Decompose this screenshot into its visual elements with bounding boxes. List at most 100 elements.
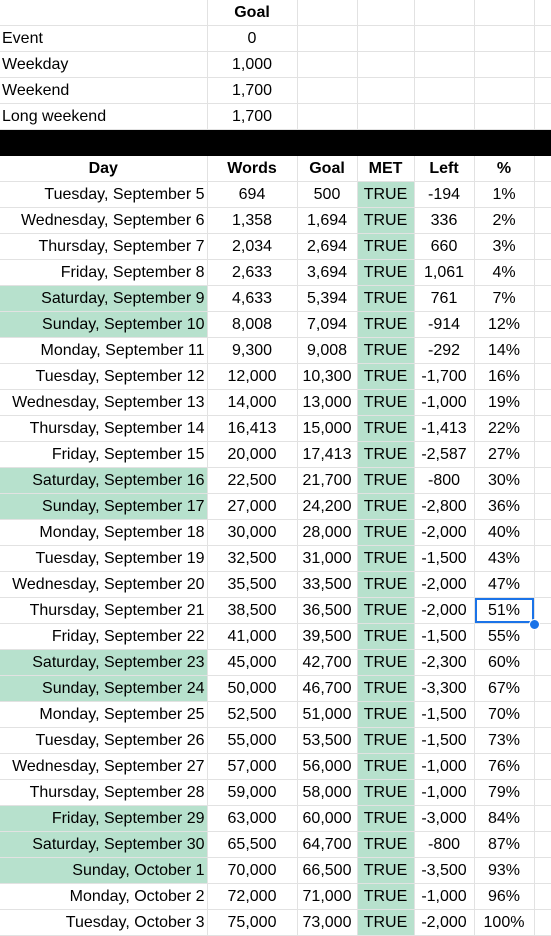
day-cell[interactable]: Thursday, September 21 xyxy=(0,597,208,624)
goal-value-cell[interactable]: 1,700 xyxy=(207,77,298,104)
met-cell[interactable]: TRUE xyxy=(357,779,415,806)
separator-cell[interactable] xyxy=(0,129,208,156)
words-cell[interactable]: 63,000 xyxy=(207,805,298,832)
day-cell[interactable]: Tuesday, September 26 xyxy=(0,727,208,754)
words-cell[interactable]: 1,358 xyxy=(207,207,298,234)
goal-value-cell[interactable]: 1,700 xyxy=(207,103,298,130)
left-cell[interactable]: -3,000 xyxy=(414,805,475,832)
goals-header-cell[interactable]: Goal xyxy=(207,0,298,26)
met-cell[interactable]: TRUE xyxy=(357,857,415,884)
goal-label-cell[interactable]: Weekend xyxy=(0,77,208,104)
header-met[interactable]: MET xyxy=(357,155,415,182)
goal-label-cell[interactable]: Event xyxy=(0,25,208,52)
goal-cell[interactable]: 15,000 xyxy=(297,415,358,442)
percent-cell[interactable]: 30% xyxy=(474,467,535,494)
words-cell[interactable]: 57,000 xyxy=(207,753,298,780)
met-cell[interactable]: TRUE xyxy=(357,207,415,234)
met-cell[interactable]: TRUE xyxy=(357,493,415,520)
percent-cell[interactable]: 70% xyxy=(474,701,535,728)
cell[interactable] xyxy=(534,155,551,182)
day-cell[interactable]: Wednesday, September 13 xyxy=(0,389,208,416)
met-cell[interactable]: TRUE xyxy=(357,337,415,364)
left-cell[interactable]: -3,300 xyxy=(414,675,475,702)
met-cell[interactable]: TRUE xyxy=(357,415,415,442)
percent-cell[interactable]: 87% xyxy=(474,831,535,858)
left-cell[interactable]: 660 xyxy=(414,233,475,260)
left-cell[interactable]: -1,500 xyxy=(414,623,475,650)
words-cell[interactable]: 65,500 xyxy=(207,831,298,858)
cell[interactable] xyxy=(297,0,358,26)
cell[interactable] xyxy=(534,467,551,494)
cell[interactable] xyxy=(534,883,551,910)
words-cell[interactable]: 72,000 xyxy=(207,883,298,910)
goal-cell[interactable]: 56,000 xyxy=(297,753,358,780)
header-percent[interactable]: % xyxy=(474,155,535,182)
words-cell[interactable]: 38,500 xyxy=(207,597,298,624)
goal-value-cell[interactable]: 1,000 xyxy=(207,51,298,78)
cell[interactable] xyxy=(534,649,551,676)
cell[interactable] xyxy=(534,181,551,208)
cell[interactable] xyxy=(534,701,551,728)
header-left[interactable]: Left xyxy=(414,155,475,182)
met-cell[interactable]: TRUE xyxy=(357,831,415,858)
goal-cell[interactable]: 71,000 xyxy=(297,883,358,910)
goal-cell[interactable]: 9,008 xyxy=(297,337,358,364)
cell[interactable] xyxy=(534,519,551,546)
goal-cell[interactable]: 33,500 xyxy=(297,571,358,598)
goal-cell[interactable]: 51,000 xyxy=(297,701,358,728)
cell[interactable] xyxy=(414,25,475,52)
cell[interactable] xyxy=(534,25,551,52)
cell[interactable] xyxy=(534,493,551,520)
header-words[interactable]: Words xyxy=(207,155,298,182)
words-cell[interactable]: 16,413 xyxy=(207,415,298,442)
day-cell[interactable]: Thursday, September 7 xyxy=(0,233,208,260)
cell[interactable] xyxy=(474,103,535,130)
cell[interactable] xyxy=(534,103,551,130)
cell[interactable] xyxy=(297,77,358,104)
words-cell[interactable]: 8,008 xyxy=(207,311,298,338)
left-cell[interactable]: -1,700 xyxy=(414,363,475,390)
cell[interactable] xyxy=(534,805,551,832)
percent-cell[interactable]: 3% xyxy=(474,233,535,260)
percent-cell[interactable]: 43% xyxy=(474,545,535,572)
percent-cell[interactable]: 51% xyxy=(474,597,535,624)
percent-cell[interactable]: 76% xyxy=(474,753,535,780)
goal-cell[interactable]: 5,394 xyxy=(297,285,358,312)
cell[interactable] xyxy=(534,441,551,468)
day-cell[interactable]: Friday, September 29 xyxy=(0,805,208,832)
goal-label-cell[interactable]: Long weekend xyxy=(0,103,208,130)
day-cell[interactable]: Tuesday, September 5 xyxy=(0,181,208,208)
percent-cell[interactable]: 4% xyxy=(474,259,535,286)
cell[interactable] xyxy=(534,415,551,442)
cell[interactable] xyxy=(534,779,551,806)
met-cell[interactable]: TRUE xyxy=(357,649,415,676)
met-cell[interactable]: TRUE xyxy=(357,441,415,468)
words-cell[interactable]: 59,000 xyxy=(207,779,298,806)
words-cell[interactable]: 2,034 xyxy=(207,233,298,260)
cell[interactable] xyxy=(474,25,535,52)
met-cell[interactable]: TRUE xyxy=(357,883,415,910)
day-cell[interactable]: Tuesday, September 12 xyxy=(0,363,208,390)
left-cell[interactable]: -2,587 xyxy=(414,441,475,468)
goal-cell[interactable]: 42,700 xyxy=(297,649,358,676)
goal-cell[interactable]: 39,500 xyxy=(297,623,358,650)
percent-cell[interactable]: 2% xyxy=(474,207,535,234)
goal-cell[interactable]: 66,500 xyxy=(297,857,358,884)
met-cell[interactable]: TRUE xyxy=(357,675,415,702)
day-cell[interactable]: Sunday, September 24 xyxy=(0,675,208,702)
day-cell[interactable]: Monday, October 2 xyxy=(0,883,208,910)
day-cell[interactable]: Wednesday, September 20 xyxy=(0,571,208,598)
day-cell[interactable]: Friday, September 22 xyxy=(0,623,208,650)
percent-cell[interactable]: 67% xyxy=(474,675,535,702)
cell[interactable] xyxy=(534,571,551,598)
percent-cell[interactable]: 36% xyxy=(474,493,535,520)
day-cell[interactable]: Friday, September 8 xyxy=(0,259,208,286)
cell[interactable] xyxy=(357,25,415,52)
header-goal[interactable]: Goal xyxy=(297,155,358,182)
percent-cell[interactable]: 47% xyxy=(474,571,535,598)
percent-cell[interactable]: 73% xyxy=(474,727,535,754)
left-cell[interactable]: -292 xyxy=(414,337,475,364)
percent-cell[interactable]: 7% xyxy=(474,285,535,312)
words-cell[interactable]: 4,633 xyxy=(207,285,298,312)
goal-cell[interactable]: 53,500 xyxy=(297,727,358,754)
